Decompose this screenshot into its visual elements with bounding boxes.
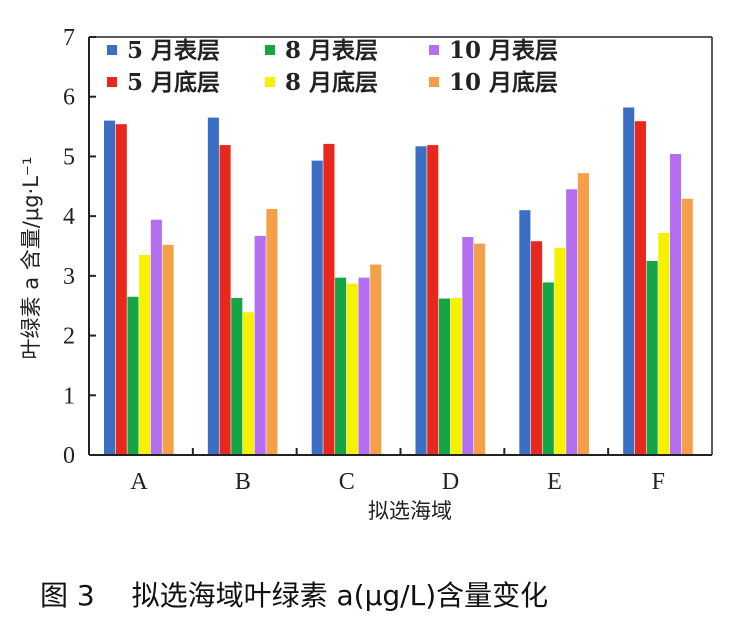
bars-group xyxy=(104,107,693,456)
bar-A-3 xyxy=(127,296,139,455)
legend-swatch xyxy=(107,77,117,87)
bar-A-4 xyxy=(139,254,151,455)
legend-label: 5 月表层 xyxy=(127,37,220,64)
legend-label: 8 月底层 xyxy=(285,69,378,96)
bar-A-2 xyxy=(115,124,127,456)
y-ticks-group: 0 1 2 3 4 5 6 7 xyxy=(63,25,96,469)
bar-B-6 xyxy=(266,208,278,455)
bar-D-2 xyxy=(427,145,439,455)
legend-swatch xyxy=(429,77,439,87)
bar-F-2 xyxy=(634,121,646,455)
y-tick-label: 1 xyxy=(63,383,75,409)
bar-B-3 xyxy=(231,297,243,455)
y-tick-label: 4 xyxy=(63,204,75,230)
legend: 5 月表层 5 月底层 8 月表层 8 月底层 10 月表层 10 月底层 xyxy=(107,37,558,96)
bar-D-6 xyxy=(474,243,486,455)
y-tick-label: 5 xyxy=(63,144,75,170)
bar-B-4 xyxy=(242,312,255,455)
legend-label: 8 月表层 xyxy=(285,37,378,64)
x-tick-label: C xyxy=(339,469,355,495)
bar-E-5 xyxy=(566,189,578,455)
bar-C-3 xyxy=(335,277,347,455)
bar-E-3 xyxy=(542,282,554,455)
bar-C-2 xyxy=(323,143,335,455)
bar-C-6 xyxy=(370,264,382,455)
x-ticks-group: A B C D E F xyxy=(130,448,665,495)
bar-B-5 xyxy=(254,235,266,455)
bar-E-1 xyxy=(519,210,531,455)
y-axis-title: 叶绿素 a 含量/μg·L⁻¹ xyxy=(19,157,43,360)
legend-label: 5 月底层 xyxy=(127,69,220,96)
bar-F-4 xyxy=(658,232,670,455)
bar-F-3 xyxy=(646,260,658,455)
bar-D-4 xyxy=(450,297,462,455)
x-tick-label: E xyxy=(547,469,562,495)
figure-caption: 图 3 拟选海域叶绿素 a(μg/L)含量变化 xyxy=(40,579,548,612)
bar-E-4 xyxy=(554,247,566,455)
bar-F-1 xyxy=(623,107,635,456)
y-tick-label: 7 xyxy=(63,25,75,51)
x-tick-label: D xyxy=(442,469,459,495)
x-tick-label: A xyxy=(130,469,148,495)
bar-B-2 xyxy=(219,145,231,455)
y-tick-label: 2 xyxy=(63,324,75,350)
legend-label: 10 月表层 xyxy=(449,37,558,64)
x-tick-label: B xyxy=(235,469,251,495)
x-tick-label: F xyxy=(652,469,665,495)
axes-group xyxy=(88,36,713,456)
bar-F-6 xyxy=(681,198,693,455)
bar-A-6 xyxy=(162,244,174,455)
legend-label: 10 月底层 xyxy=(449,69,558,96)
bar-E-2 xyxy=(531,241,543,455)
legend-swatch xyxy=(429,45,439,55)
x-axis-title: 拟选海域 xyxy=(368,499,452,523)
bar-C-1 xyxy=(311,160,323,456)
y-tick-label: 6 xyxy=(63,85,75,111)
bar-A-1 xyxy=(104,120,116,455)
bar-A-5 xyxy=(150,219,162,455)
bar-D-5 xyxy=(462,237,474,455)
bar-E-6 xyxy=(577,173,589,455)
bar-C-4 xyxy=(346,283,358,455)
bar-D-3 xyxy=(438,298,450,455)
y-tick-label: 0 xyxy=(63,443,75,469)
bar-D-1 xyxy=(415,146,427,455)
bar-C-5 xyxy=(358,277,370,455)
legend-swatch xyxy=(265,77,275,87)
bar-B-1 xyxy=(207,117,219,456)
bar-F-5 xyxy=(669,154,682,456)
legend-swatch xyxy=(265,45,275,55)
legend-swatch xyxy=(107,45,117,55)
y-tick-label: 3 xyxy=(63,264,75,290)
